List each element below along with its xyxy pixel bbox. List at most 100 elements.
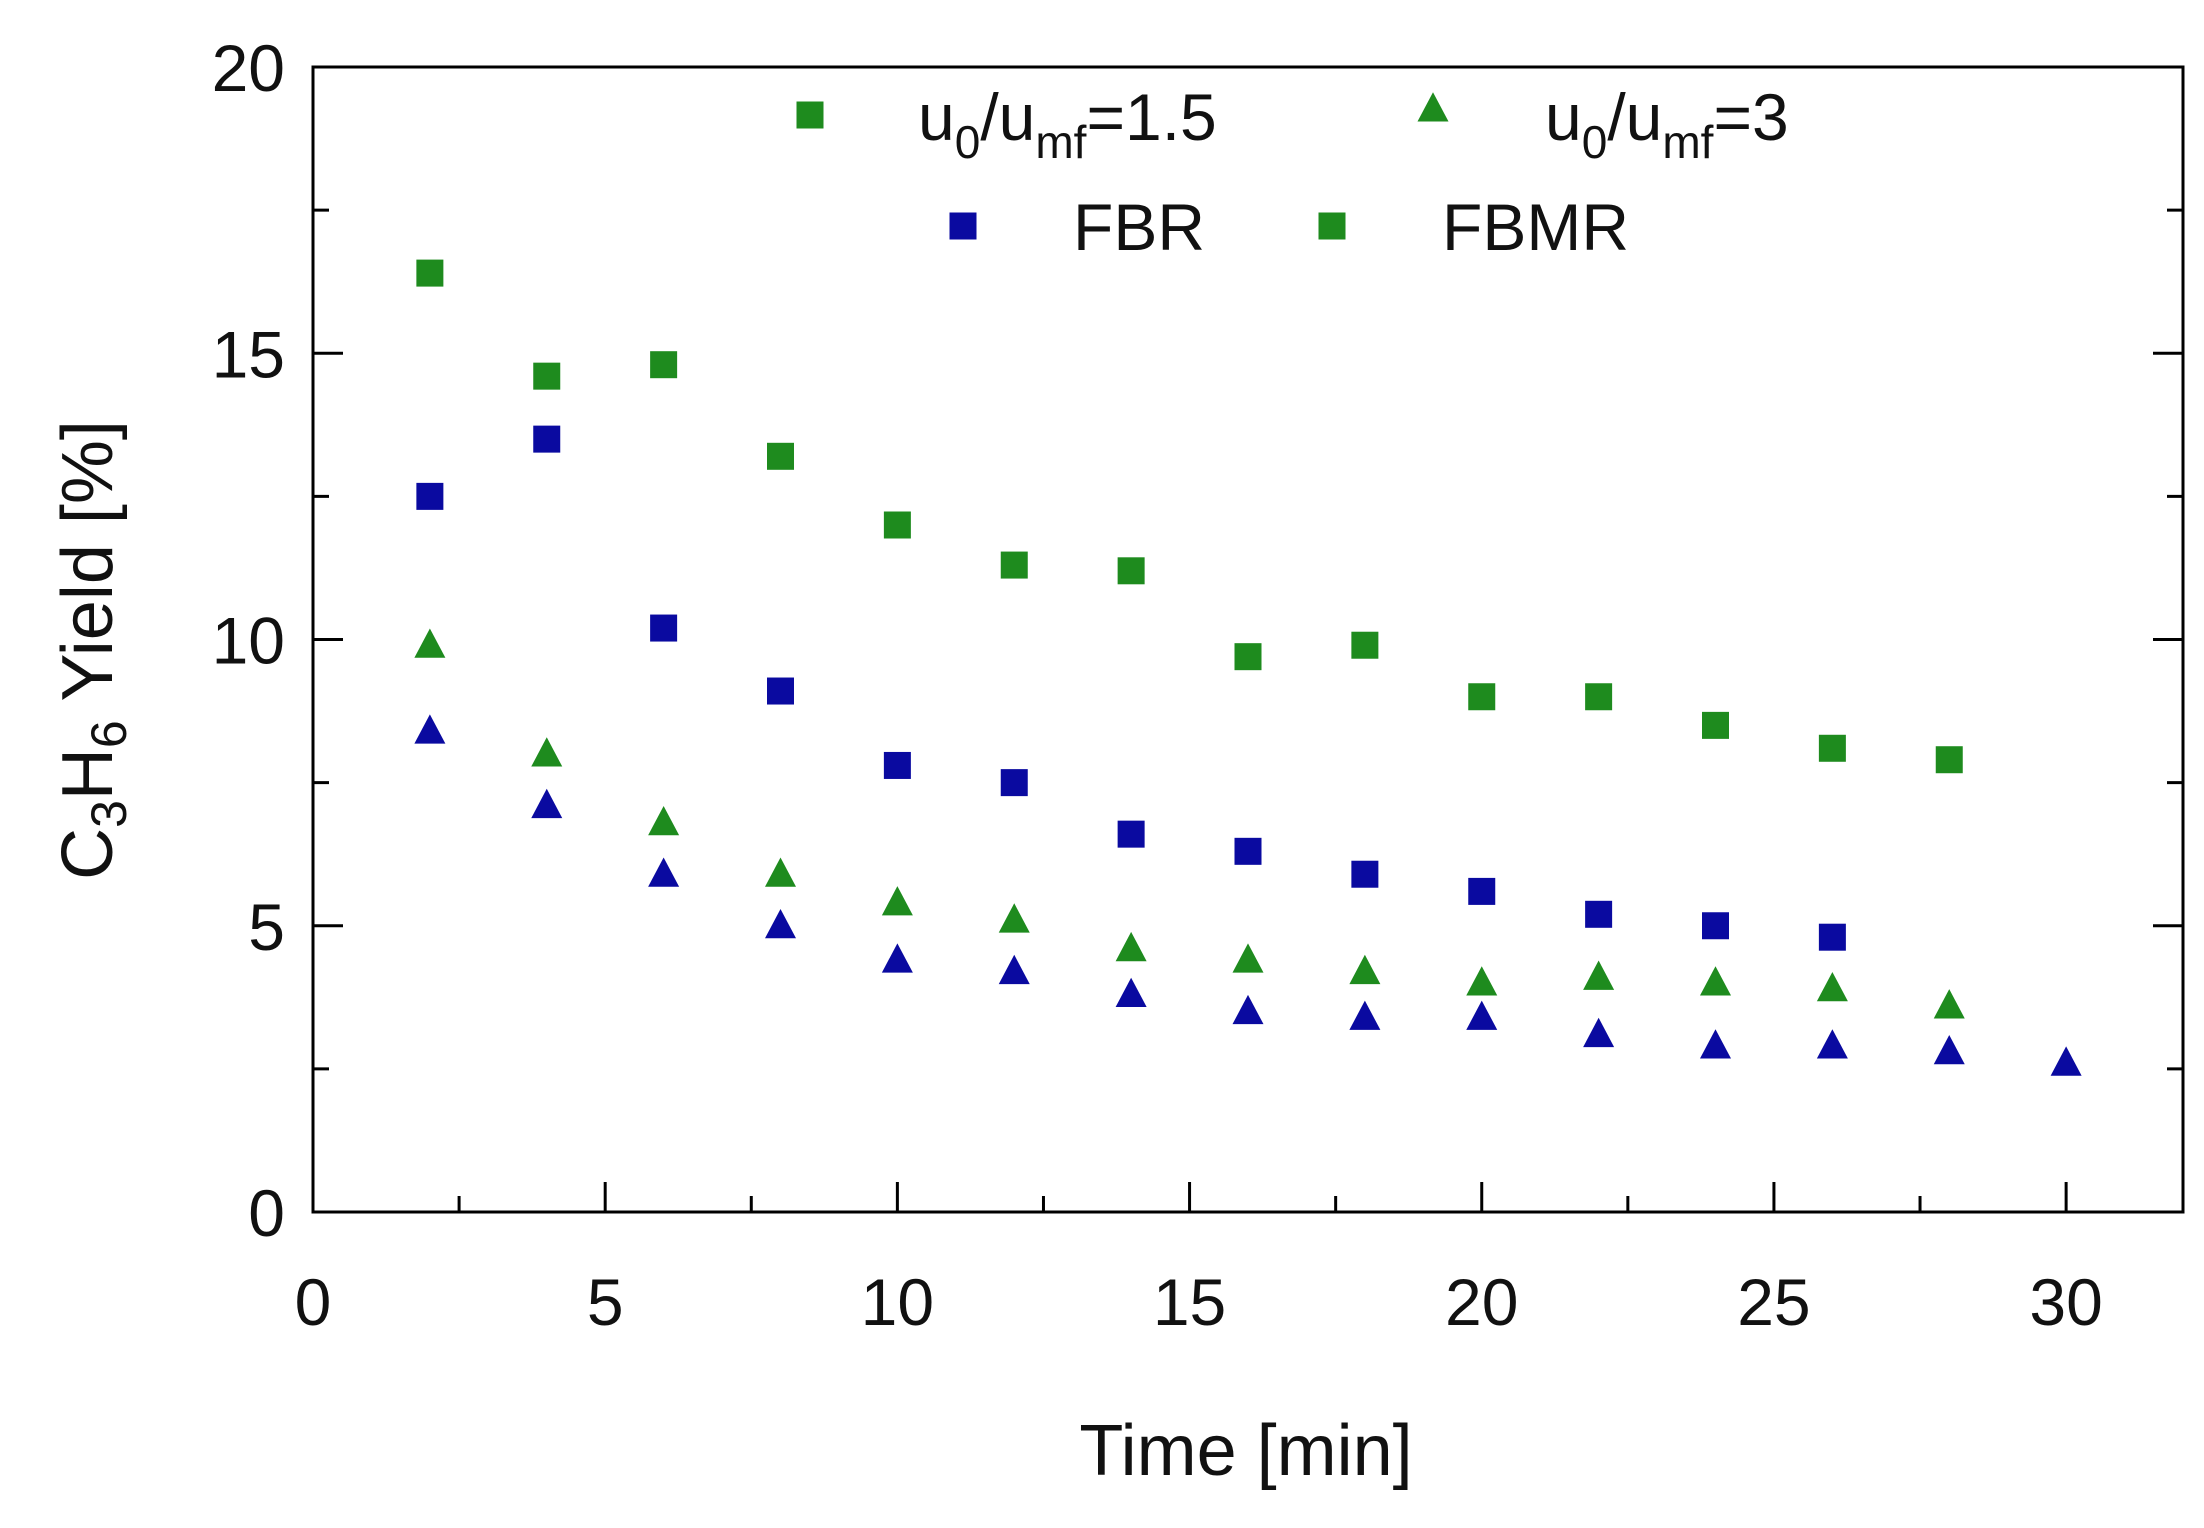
triangle-point [531,788,563,819]
y-label-sub-3: 3 [81,800,137,828]
triangle-point [1700,966,1731,996]
y-tick-label: 5 [248,890,285,964]
square-point [1468,683,1496,711]
square-point [1117,820,1145,848]
legend-label-umf-3-part: /u [1607,80,1662,154]
x-tick-label: 5 [587,1265,624,1339]
y-tick-label: 20 [212,31,285,105]
square-point [1351,860,1379,888]
square-point [416,482,444,510]
x-tick-label: 25 [1737,1265,1810,1339]
legend-marker-triangle [1417,92,1449,122]
triangle-point [2050,1046,2082,1076]
square-point [1818,734,1846,762]
series-2 [414,628,1965,1019]
plot-frame [311,65,2185,1214]
legend-label-umf-3-part: 0 [1582,116,1608,168]
square-point [883,511,911,539]
x-axis-label: Time [min] [1079,1411,1412,1491]
triangle-point [648,805,680,836]
triangle-point [1583,1017,1615,1048]
triangle-point [1349,954,1381,985]
legend-label-umf-3-part: mf [1662,116,1713,168]
legend-label-fbmr: FBMR [1442,190,1629,264]
y-label-h: H [48,748,128,800]
triangle-point [1349,1000,1381,1030]
square-point [1702,912,1729,940]
axis-tick-labels: 0 5 10 15 20 25 30 0 5 10 15 20 [212,31,2103,1339]
square-point [1117,557,1145,585]
legend-label-umf-1-5-part: =1.5 [1086,80,1216,154]
y-label-c: C [48,828,128,880]
triangle-point [414,628,446,658]
triangle-point [881,943,913,973]
triangle-point [1115,931,1147,962]
x-tick-label: 10 [861,1265,934,1339]
triangle-point [1700,1029,1731,1059]
legend-label-umf-1-5-part: mf [1035,116,1086,168]
square-point [1000,551,1028,579]
x-tick-label: 15 [1153,1265,1226,1339]
triangle-point [1933,989,1965,1019]
square-point [533,425,561,453]
triangle-point [1466,1000,1498,1030]
y-axis-label: C3H6 Yield [%] [48,420,137,880]
square-point [767,677,794,705]
triangle-point [765,909,796,939]
y-label-rest: Yield [%] [48,420,128,720]
legend-label-umf-1-5-part: 0 [955,116,981,168]
y-tick-label: 15 [212,317,285,391]
triangle-point [998,954,1030,985]
series-0 [416,259,1963,774]
triangle-point [1232,943,1264,973]
triangle-point [881,886,913,916]
square-point [1351,631,1379,659]
square-point [1702,711,1729,739]
triangle-point [1232,994,1264,1025]
triangle-point [765,857,796,887]
series-1 [416,425,1846,951]
legend-marker-square [796,101,824,129]
square-point [1818,923,1846,951]
y-tick-label: 0 [248,1176,285,1250]
square-point [1585,900,1613,928]
square-point [1234,837,1262,865]
triangle-point [1933,1034,1965,1065]
x-tick-label: 30 [2029,1265,2102,1339]
legend-marker-fbmr [1318,212,1346,240]
legend-marker-fbr [949,212,977,240]
triangle-point [1816,971,1848,1002]
square-point [533,362,561,390]
data-markers [414,259,2082,1076]
square-point [883,751,911,779]
legend-label-fbr: FBR [1073,190,1205,264]
legend-label-umf-1-5: u0/umf=1.5 [918,80,1217,168]
square-point [650,351,678,379]
triangle-point [998,903,1030,933]
square-point [1468,877,1496,905]
square-point [1000,769,1028,797]
x-tick-label: 20 [1445,1265,1518,1339]
square-point [650,614,678,642]
series-3 [414,714,2082,1076]
y-label-sub-6: 6 [81,720,137,748]
legend-label-umf-3-part: u [1545,80,1582,154]
triangle-point [1583,960,1615,990]
square-point [767,442,794,470]
plot-border [311,65,2185,1214]
axis-ticks [311,65,2183,1214]
legend-label-umf-3-part: =3 [1713,80,1788,154]
square-point [1585,683,1613,711]
square-point [1234,643,1262,671]
x-tick-label: 0 [295,1265,332,1339]
triangle-point [1816,1029,1848,1059]
triangle-point [648,857,680,887]
triangle-point [1115,977,1147,1008]
y-tick-label: 10 [212,604,285,678]
triangle-point [531,737,563,767]
square-point [416,259,444,287]
legend-label-umf-1-5-part: u [918,80,955,154]
legend-label-umf-1-5-part: /u [980,80,1035,154]
